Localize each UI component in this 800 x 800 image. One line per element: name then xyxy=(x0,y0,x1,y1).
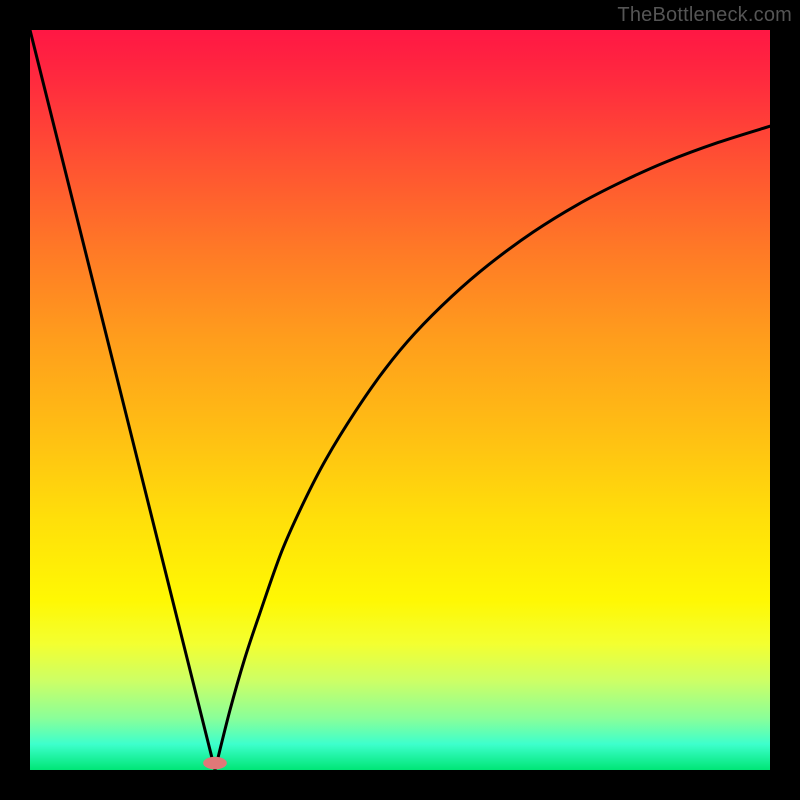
optimal-marker xyxy=(203,757,227,770)
plot-background xyxy=(30,30,770,770)
watermark-text: TheBottleneck.com xyxy=(617,4,792,27)
bottleneck-chart xyxy=(0,0,800,800)
chart-container: TheBottleneck.com xyxy=(0,0,800,800)
